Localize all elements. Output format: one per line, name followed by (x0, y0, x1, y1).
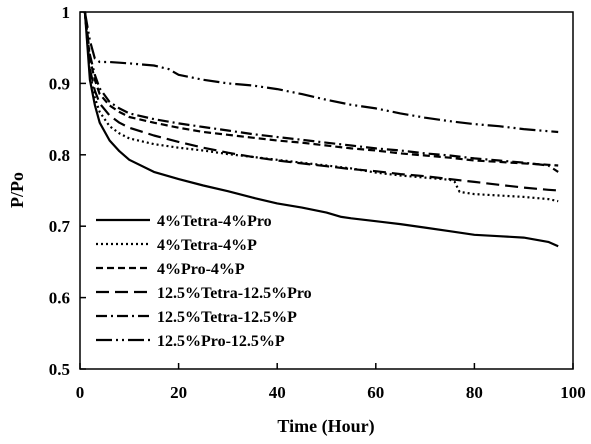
x-axis-title: Time (Hour) (277, 416, 374, 437)
series-line-5 (83, 11, 559, 173)
x-tick-label: 80 (466, 383, 483, 402)
series-line-3 (83, 11, 559, 167)
axis-ticks: 0 20 40 60 80 100 0.5 0.6 0.7 0.8 0.9 1 (49, 3, 586, 402)
legend-label-5: 12.5%Tetra-12.5%P (157, 309, 297, 326)
y-tick-label: 0.7 (49, 217, 71, 236)
series-line-1 (83, 11, 559, 248)
x-tick-label: 20 (170, 383, 187, 402)
x-tick-label: 100 (560, 383, 586, 402)
x-tick-label: 40 (269, 383, 286, 402)
legend: 4%Tetra-4%Pro 4%Tetra-4%P 4%Pro-4%P 12.5%Te… (96, 213, 312, 350)
legend-label-4: 12.5%Tetra-12.5%Pro (157, 285, 312, 302)
x-tick-label: 60 (367, 383, 384, 402)
series-line-6 (83, 11, 559, 134)
y-tick-label: 1 (62, 3, 71, 22)
y-tick-label: 0.9 (49, 74, 70, 93)
plot-frame (79, 11, 574, 370)
y-tick-label: 0.8 (49, 146, 70, 165)
legend-label-2: 4%Tetra-4%P (157, 237, 257, 254)
x-tick-label: 0 (76, 383, 85, 402)
y-axis-title: P/Po (7, 172, 27, 208)
series-layer (83, 11, 559, 248)
legend-label-1: 4%Tetra-4%Pro (157, 213, 272, 230)
legend-label-6: 12.5%Pro-12.5%P (157, 333, 285, 350)
series-line-4 (83, 11, 559, 192)
y-tick-label: 0.5 (49, 360, 70, 379)
legend-label-3: 4%Pro-4%P (157, 261, 245, 278)
y-tick-label: 0.6 (49, 289, 70, 308)
